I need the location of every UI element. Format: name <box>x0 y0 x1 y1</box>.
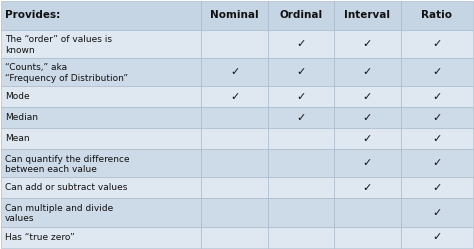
Bar <box>268 128 334 149</box>
Bar <box>401 86 473 107</box>
Bar <box>201 107 268 128</box>
Bar <box>268 198 334 227</box>
Bar <box>1 178 201 198</box>
Bar <box>268 86 334 107</box>
Bar <box>268 227 334 248</box>
Bar <box>201 128 268 149</box>
Bar <box>201 198 268 227</box>
Bar <box>334 1 401 30</box>
Bar <box>1 107 201 128</box>
Text: The “order” of values is: The “order” of values is <box>5 35 112 44</box>
Text: ✓: ✓ <box>363 183 372 193</box>
Bar <box>401 227 473 248</box>
Text: ✓: ✓ <box>363 113 372 123</box>
Bar <box>401 198 473 227</box>
Bar <box>334 178 401 198</box>
Text: ✓: ✓ <box>230 67 239 77</box>
Text: “Frequency of Distribution”: “Frequency of Distribution” <box>5 74 128 83</box>
Text: ✓: ✓ <box>432 183 441 193</box>
Bar <box>201 86 268 107</box>
Bar <box>334 58 401 86</box>
Text: values: values <box>5 214 35 223</box>
Bar <box>1 149 201 178</box>
Bar <box>334 227 401 248</box>
Text: Mean: Mean <box>5 134 30 143</box>
Text: ✓: ✓ <box>432 158 441 168</box>
Text: known: known <box>5 46 35 55</box>
Text: Interval: Interval <box>344 10 391 20</box>
Bar <box>268 58 334 86</box>
Bar <box>1 128 201 149</box>
Bar <box>201 178 268 198</box>
Text: Ratio: Ratio <box>421 10 452 20</box>
Text: ✓: ✓ <box>432 39 441 49</box>
Text: Nominal: Nominal <box>210 10 259 20</box>
Bar <box>268 178 334 198</box>
Text: ✓: ✓ <box>432 113 441 123</box>
Text: “Counts,” aka: “Counts,” aka <box>5 63 67 72</box>
Bar <box>268 149 334 178</box>
Text: ✓: ✓ <box>230 92 239 102</box>
Text: ✓: ✓ <box>363 92 372 102</box>
Bar <box>268 30 334 58</box>
Bar <box>401 1 473 30</box>
Bar <box>334 107 401 128</box>
Bar <box>334 30 401 58</box>
Text: ✓: ✓ <box>363 134 372 144</box>
Bar <box>334 86 401 107</box>
Text: Ordinal: Ordinal <box>280 10 322 20</box>
Text: ✓: ✓ <box>432 134 441 144</box>
Bar <box>201 1 268 30</box>
Text: ✓: ✓ <box>296 39 306 49</box>
Bar <box>401 178 473 198</box>
Bar <box>201 30 268 58</box>
Text: Median: Median <box>5 113 38 122</box>
Text: Can add or subtract values: Can add or subtract values <box>5 184 128 192</box>
Bar <box>1 86 201 107</box>
Text: ✓: ✓ <box>363 67 372 77</box>
Text: ✓: ✓ <box>432 92 441 102</box>
Bar <box>1 198 201 227</box>
Text: ✓: ✓ <box>432 232 441 242</box>
Text: ✓: ✓ <box>296 113 306 123</box>
Bar <box>334 198 401 227</box>
Text: ✓: ✓ <box>296 67 306 77</box>
Text: ✓: ✓ <box>363 158 372 168</box>
Text: ✓: ✓ <box>432 67 441 77</box>
Bar <box>1 1 201 30</box>
Bar <box>401 128 473 149</box>
Text: Provides:: Provides: <box>5 10 61 20</box>
Text: ✓: ✓ <box>296 92 306 102</box>
Bar <box>201 149 268 178</box>
Bar <box>268 107 334 128</box>
Bar <box>401 58 473 86</box>
Bar <box>1 58 201 86</box>
Bar <box>334 149 401 178</box>
Bar <box>201 58 268 86</box>
Bar <box>401 149 473 178</box>
Text: ✓: ✓ <box>363 39 372 49</box>
Bar <box>334 128 401 149</box>
Bar <box>268 1 334 30</box>
Bar <box>201 227 268 248</box>
Text: Mode: Mode <box>5 92 30 101</box>
Bar <box>1 30 201 58</box>
Text: between each value: between each value <box>5 165 97 174</box>
Text: Can multiple and divide: Can multiple and divide <box>5 204 113 213</box>
Bar <box>1 227 201 248</box>
Text: Can quantify the difference: Can quantify the difference <box>5 155 130 164</box>
Text: ✓: ✓ <box>432 208 441 218</box>
Text: Has “true zero”: Has “true zero” <box>5 233 75 242</box>
Bar <box>401 30 473 58</box>
Bar <box>401 107 473 128</box>
